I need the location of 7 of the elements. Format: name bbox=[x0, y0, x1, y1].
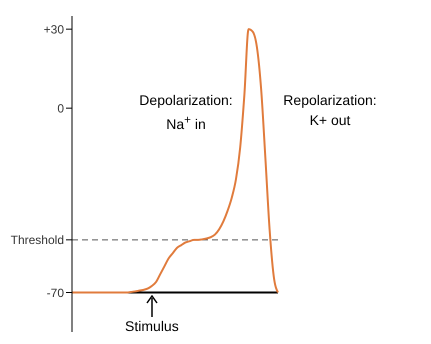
y-tick-label: +30 bbox=[44, 22, 64, 36]
y-tick-label: -70 bbox=[46, 286, 64, 300]
y-tick-label: 0 bbox=[57, 101, 64, 116]
y-tick-label: Threshold bbox=[10, 233, 64, 248]
annotation: Depolarization: Na$^{+}$ in bbox=[139, 92, 233, 132]
annotation: Stimulus bbox=[125, 318, 179, 334]
text: Repolarization: K+ out bbox=[283, 92, 377, 128]
